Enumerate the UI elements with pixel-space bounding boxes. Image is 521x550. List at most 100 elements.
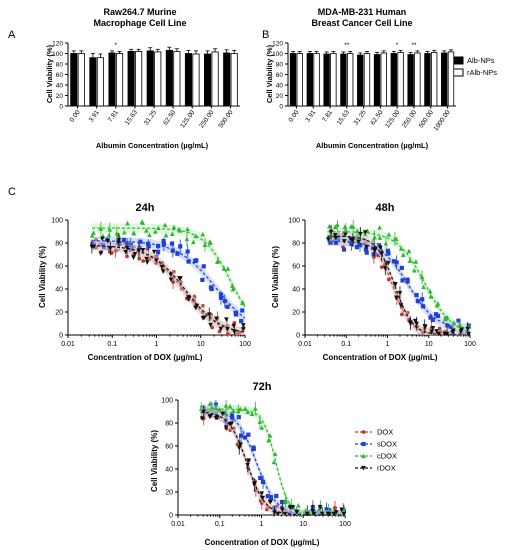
data-point-rdox — [178, 276, 183, 281]
data-point-cdox — [215, 258, 221, 264]
data-point-cdox — [398, 246, 404, 251]
data-point-sdox — [194, 258, 199, 263]
data-point-cdox — [249, 411, 255, 417]
C-72h-x-tick-label: 0.1 — [215, 521, 225, 528]
data-point-dox — [171, 280, 175, 284]
data-point-rdox — [116, 240, 121, 245]
C-24h-y-tick-label: 60 — [55, 264, 63, 271]
data-point-cdox — [221, 266, 227, 271]
data-point-cdox — [242, 406, 248, 411]
B-y-tick-label: 20 — [276, 93, 284, 100]
data-point-rdox — [311, 511, 317, 517]
data-point-cdox — [147, 232, 152, 238]
data-point-sdox — [169, 241, 175, 246]
data-point-rdox — [124, 245, 130, 251]
data-point-rdox — [236, 445, 242, 451]
data-point-sdox — [128, 242, 133, 247]
data-point-rdox — [429, 329, 434, 335]
bar-alb-nps — [184, 53, 193, 107]
data-point-cdox — [428, 294, 434, 299]
data-point-sdox — [201, 264, 206, 269]
data-point-sdox — [90, 241, 95, 247]
data-point-sdox — [121, 237, 127, 243]
data-point-cdox — [377, 225, 382, 230]
data-point-rdox — [372, 248, 378, 253]
data-point-rdox — [332, 232, 338, 238]
bar-alb-nps — [323, 53, 330, 107]
data-point-rdox — [397, 291, 403, 296]
data-point-sdox — [161, 242, 166, 247]
data-point-cdox — [282, 498, 288, 504]
data-point-rdox — [259, 491, 265, 496]
data-point-sdox — [316, 511, 321, 516]
data-point-dox — [231, 426, 236, 431]
B-x-tick-label: 62.50 — [369, 109, 384, 127]
data-point-sdox — [414, 292, 419, 298]
data-point-rdox — [136, 248, 142, 253]
B-y-tick-label: 100 — [272, 51, 283, 58]
data-point-rdox — [159, 264, 165, 270]
data-point-sdox — [229, 411, 235, 416]
data-point-cdox — [184, 236, 190, 242]
data-point-rdox — [246, 458, 252, 464]
data-point-rdox — [199, 416, 205, 421]
data-point-dox — [235, 442, 240, 447]
data-point-dox — [225, 324, 230, 328]
data-point-cdox — [407, 258, 413, 263]
C-48h-y-tick-label: 60 — [292, 264, 300, 271]
bar-alb-nps — [89, 57, 97, 107]
data-point-sdox — [178, 244, 183, 249]
data-point-sdox — [202, 407, 207, 412]
data-point-cdox — [413, 259, 419, 264]
data-point-cdox — [144, 227, 149, 233]
confidence-band-dox — [92, 241, 245, 335]
B-x-tick-label: 250.00 — [401, 109, 418, 130]
data-point-cdox — [259, 425, 265, 430]
data-point-cdox — [427, 288, 433, 294]
bar-alb-nps — [289, 53, 297, 107]
data-point-cdox — [116, 232, 121, 237]
data-point-cdox — [193, 233, 199, 239]
data-point-rdox — [206, 312, 212, 317]
data-point-sdox — [161, 239, 166, 244]
data-point-sdox — [246, 432, 251, 437]
C-48h-y-tick-label: 0 — [296, 333, 300, 340]
data-point-sdox — [354, 245, 360, 250]
C-72h-x-tick-label: 0.01 — [171, 521, 185, 528]
A-x-tick-label: 250.00 — [198, 109, 215, 130]
panel-b-bar-chart: MDA-MB-231 Human Breast Cancer Cell Line… — [265, 7, 497, 150]
data-point-sdox — [128, 247, 133, 252]
data-point-sdox — [376, 243, 382, 248]
bar-alb-nps — [441, 52, 448, 107]
bar-alb-nps — [70, 53, 78, 107]
data-point-cdox — [209, 405, 214, 411]
data-point-sdox — [268, 495, 274, 500]
data-point-dox — [94, 237, 98, 242]
data-point-sdox — [391, 259, 397, 264]
data-point-sdox — [145, 241, 151, 246]
panel-a-y-axis-label: Cell Viability (%) — [45, 44, 54, 103]
data-point-sdox — [170, 248, 175, 253]
B-x-tick-label: 125.00 — [384, 109, 401, 130]
bar-ralb-nps — [296, 53, 303, 107]
data-point-cdox — [139, 219, 145, 224]
C-72h-x-tick-label: 10 — [299, 521, 307, 528]
confidence-band-cdox — [92, 223, 245, 312]
data-point-cdox — [343, 227, 349, 232]
panel-b-title-line-1: MDA-MB-231 Human — [318, 7, 407, 17]
data-point-rdox — [304, 511, 310, 517]
data-point-sdox — [274, 493, 279, 499]
data-point-rdox — [341, 511, 347, 517]
C-48h-x-tick-label: 0.01 — [298, 341, 312, 348]
panel-a-title-line-1: Raw264.7 Murine — [103, 7, 176, 17]
significance-marker: * — [115, 42, 118, 49]
data-point-rdox — [218, 326, 224, 332]
data-point-cdox — [267, 433, 273, 438]
data-point-rdox — [466, 331, 471, 337]
data-point-rdox — [238, 442, 243, 448]
data-point-rdox — [252, 480, 257, 486]
data-point-cdox — [400, 252, 406, 257]
data-point-dox — [210, 325, 215, 330]
data-point-rdox — [105, 239, 111, 244]
legend-label-cdox: cDOX — [377, 452, 397, 461]
